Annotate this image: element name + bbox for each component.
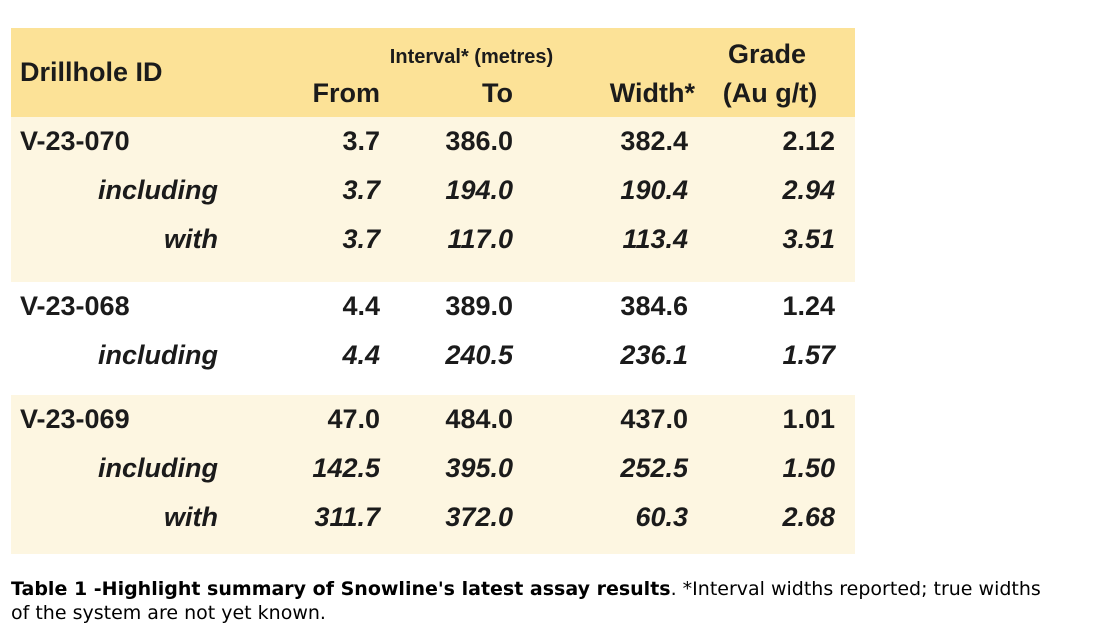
column-header-grade-unit: (Au g/t) <box>722 78 818 108</box>
table-row: with 3.7 117.0 113.4 3.51 <box>11 215 855 264</box>
table-row: including 3.7 194.0 190.4 2.94 <box>11 166 855 215</box>
column-header-from: From <box>312 78 381 108</box>
cell-grade: 1.24 <box>782 291 835 321</box>
cell-drillhole-id: including <box>98 340 218 370</box>
caption-line2: of the system are not yet known. <box>11 602 326 625</box>
cell-drillhole-id: V-23-070 <box>20 126 130 156</box>
cell-to: 372.0 <box>445 502 513 532</box>
cell-from: 4.4 <box>342 340 380 370</box>
cell-to: 386.0 <box>445 126 513 156</box>
cell-drillhole-id: V-23-069 <box>20 404 130 434</box>
table-row: V-23-069 47.0 484.0 437.0 1.01 <box>11 395 855 444</box>
cell-drillhole-id: with <box>164 502 218 532</box>
cell-width: 113.4 <box>622 224 688 254</box>
table-row: including 142.5 395.0 252.5 1.50 <box>11 444 855 493</box>
cell-grade: 3.51 <box>782 224 835 254</box>
cell-from: 47.0 <box>327 404 380 434</box>
column-header-width: Width* <box>609 78 695 108</box>
cell-drillhole-id: including <box>98 453 218 483</box>
cell-from: 142.5 <box>312 453 380 483</box>
cell-grade: 2.94 <box>782 175 835 205</box>
drillhole-group: V-23-069 47.0 484.0 437.0 1.01 including… <box>11 395 855 554</box>
cell-grade: 1.50 <box>782 453 835 483</box>
cell-drillhole-id: including <box>98 175 218 205</box>
column-header-to: To <box>482 78 513 108</box>
cell-to: 389.0 <box>445 291 513 321</box>
caption-regular-text: . *Interval widths reported; true widths <box>670 578 1041 600</box>
cell-from: 4.4 <box>342 291 380 321</box>
cell-to: 194.0 <box>445 175 513 205</box>
table-row: V-23-068 4.4 389.0 384.6 1.24 <box>11 282 855 331</box>
table-row: V-23-070 3.7 386.0 382.4 2.12 <box>11 117 855 166</box>
cell-width: 252.5 <box>620 453 688 483</box>
cell-width: 382.4 <box>620 126 688 156</box>
column-header-drillhole-id: Drillhole ID <box>20 57 163 87</box>
drillhole-group: V-23-070 3.7 386.0 382.4 2.12 including … <box>11 117 855 282</box>
cell-width: 190.4 <box>620 175 688 205</box>
cell-grade: 2.68 <box>782 502 835 532</box>
table-header: Drillhole ID Interval* (metres) Grade Fr… <box>11 28 855 117</box>
cell-width: 437.0 <box>620 404 688 434</box>
cell-to: 395.0 <box>445 453 513 483</box>
column-group-header-interval: Interval* (metres) <box>389 46 554 68</box>
cell-to: 484.0 <box>445 404 513 434</box>
cell-drillhole-id: with <box>164 224 218 254</box>
cell-grade: 1.01 <box>782 404 835 434</box>
cell-to: 240.5 <box>445 340 513 370</box>
cell-from: 3.7 <box>342 175 380 205</box>
table-body: V-23-070 3.7 386.0 382.4 2.12 including … <box>11 117 855 554</box>
table-caption: Table 1 -Highlight summary of Snowline's… <box>11 577 1091 626</box>
cell-grade: 2.12 <box>782 126 835 156</box>
table-row: with 311.7 372.0 60.3 2.68 <box>11 493 855 542</box>
cell-width: 60.3 <box>635 502 688 532</box>
cell-width: 384.6 <box>620 291 688 321</box>
cell-drillhole-id: V-23-068 <box>20 291 130 321</box>
drillhole-group: V-23-068 4.4 389.0 384.6 1.24 including … <box>11 282 855 395</box>
column-header-grade: Grade <box>727 39 807 69</box>
cell-from: 3.7 <box>342 224 380 254</box>
assay-results-table: Drillhole ID Interval* (metres) Grade Fr… <box>11 28 855 554</box>
cell-to: 117.0 <box>447 224 513 254</box>
caption-bold-text: Table 1 -Highlight summary of Snowline's… <box>11 578 671 600</box>
cell-from: 311.7 <box>314 502 380 532</box>
cell-from: 3.7 <box>342 126 380 156</box>
table-row: including 4.4 240.5 236.1 1.57 <box>11 331 855 380</box>
cell-grade: 1.57 <box>782 340 835 370</box>
cell-width: 236.1 <box>620 340 688 370</box>
